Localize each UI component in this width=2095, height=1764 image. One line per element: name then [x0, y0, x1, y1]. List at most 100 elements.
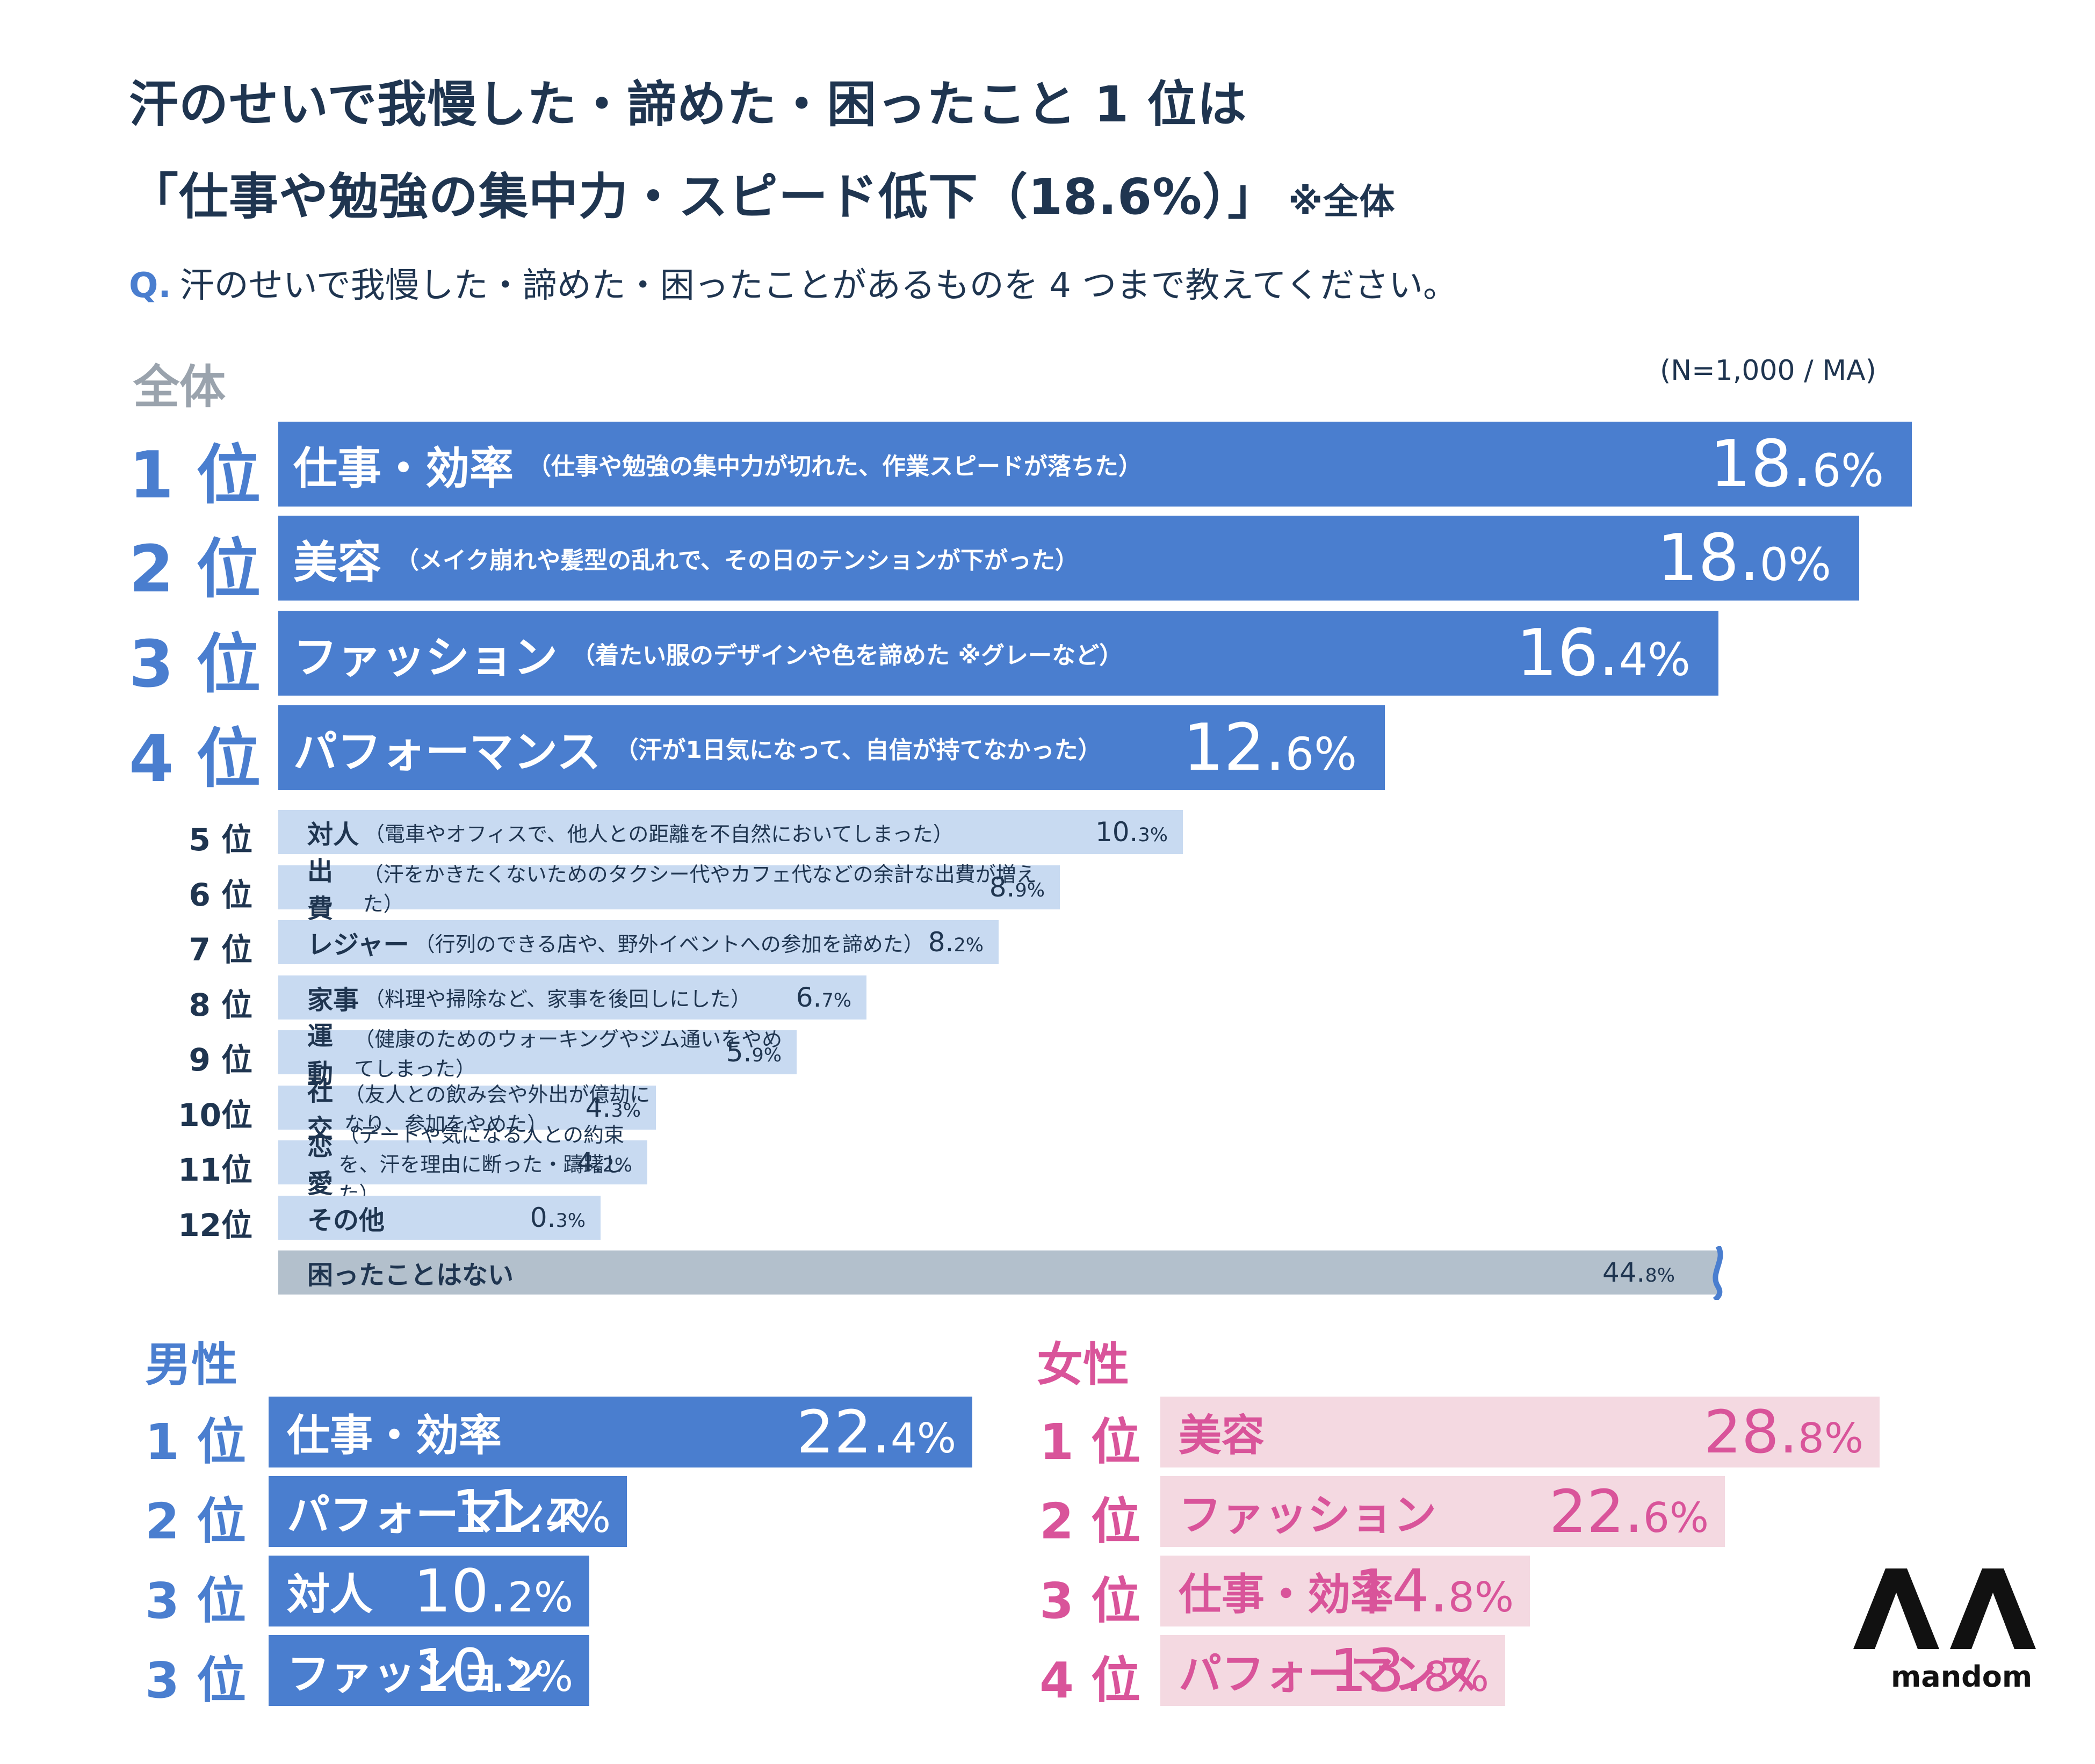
- bar: 対人 10.2%: [269, 1556, 589, 1626]
- bar-value-dec: 2%: [953, 935, 984, 956]
- bar-value: 44.8%: [1602, 1257, 1675, 1288]
- bar-label: 対人: [287, 1570, 373, 1620]
- bar-label: 美容: [293, 537, 382, 588]
- bar-value-int: 12.: [1182, 710, 1285, 785]
- bar-detail: （仕事や勉強の集中力が切れた、作業スピードが落ちた）: [528, 453, 1143, 480]
- bar-value: 14.8%: [1354, 1557, 1514, 1625]
- bar-value-dec: 6%: [1285, 727, 1357, 780]
- bar-value-dec: 8%: [1797, 1415, 1863, 1463]
- bar: レジャー （行列のできる店や、野外イベントへの参加を諦めた） 8.2%: [278, 920, 999, 964]
- bar-value: 10.3%: [1095, 816, 1168, 848]
- bar-label: 家事: [307, 985, 359, 1015]
- bar-label: 仕事・効率: [1179, 1570, 1393, 1620]
- bar-detail: （汗が1日気になって、自信が持てなかった）: [615, 736, 1102, 764]
- bar: その他 0.3%: [278, 1195, 601, 1240]
- rank-label: 12位: [178, 1206, 252, 1244]
- rank-label: 2 位: [1039, 1493, 1141, 1550]
- rank-label: 2 位: [129, 532, 261, 607]
- bar-value-dec: 3%: [1138, 825, 1168, 846]
- rank-label: 4 位: [1039, 1652, 1141, 1709]
- bar-value-dec: 4%: [1619, 633, 1691, 686]
- bar-value: 4.3%: [586, 1092, 641, 1123]
- bar-value-dec: 2%: [602, 1155, 632, 1176]
- bar: 恋愛 （デートや気になる人との約束を、汗を理由に断った・躊躇した） 4.2%: [278, 1123, 647, 1206]
- rank-label: 5 位: [189, 821, 252, 858]
- bar-value-int: 14.: [1354, 1557, 1448, 1625]
- bar-value-int: 22.: [1549, 1477, 1643, 1546]
- bar: 美容 28.8%: [1160, 1397, 1880, 1467]
- bar-value-int: 10.: [413, 1636, 508, 1705]
- bar-value-int: 18.: [1709, 426, 1812, 502]
- bar-value-dec: 8%: [1645, 1265, 1675, 1286]
- bar: 家事 （料理や掃除など、家事を後回しにした） 6.7%: [278, 975, 866, 1020]
- bar-label: ファッション: [287, 1649, 545, 1699]
- rank-label: 4 位: [129, 722, 261, 797]
- rank-label: 3 位: [145, 1652, 247, 1709]
- page-title-note: ※全体: [1288, 181, 1396, 222]
- bar-detail: （着たい服のデザインや色を諦めた ※グレーなど）: [572, 642, 1123, 669]
- bar: 対人 （電車やオフィスで、他人との距離を不自然においてしまった） 10.3%: [278, 810, 1183, 854]
- bar-value-int: 4.: [576, 1147, 603, 1178]
- rank-label: 9 位: [189, 1042, 252, 1078]
- bar-value-int: 13.: [1329, 1636, 1424, 1705]
- bar-value-dec: 3%: [555, 1210, 586, 1232]
- bar-value: 8.9%: [989, 872, 1045, 903]
- bar-detail: （メイク崩れや髪型の乱れで、その日のテンションが下がった）: [395, 547, 1079, 574]
- bar: 仕事・効率 22.4%: [269, 1397, 972, 1467]
- bar: ファッション （着たい服のデザインや色を諦めた ※グレーなど） 16.4%: [278, 611, 1718, 696]
- bar-value-dec: 9%: [752, 1045, 782, 1066]
- bar-value-dec: 0%: [1759, 538, 1831, 591]
- bar-label: 困ったことはない: [307, 1260, 514, 1290]
- rank-label: 10位: [178, 1096, 252, 1133]
- page-title-line1: 汗のせいで我慢した・諦めた・困ったこと 1 位は: [129, 76, 1247, 133]
- bar: 仕事・効率 14.8%: [1160, 1556, 1530, 1626]
- question: Q. 汗のせいで我慢した・諦めた・困ったことがあるものを 4 つまで教えてください…: [129, 258, 1457, 307]
- bar-value-int: 4.: [585, 1091, 611, 1123]
- bar-value-int: 0.: [530, 1202, 556, 1233]
- bar: ファッション 22.6%: [1160, 1476, 1725, 1547]
- bar-detail: （電車やオフィスで、他人との距離を不自然においてしまった）: [364, 822, 953, 846]
- rank-label: 3 位: [129, 627, 261, 702]
- bar-value-dec: 3%: [611, 1100, 641, 1122]
- bar-label: 仕事・効率: [293, 443, 514, 494]
- bar: 仕事・効率 （仕事や勉強の集中力が切れた、作業スピードが落ちた） 18.6%: [278, 422, 1912, 507]
- bar: 美容 （メイク崩れや髪型の乱れで、その日のテンションが下がった） 18.0%: [278, 516, 1859, 601]
- bar-value-int: 10.: [413, 1557, 508, 1625]
- bar-value-int: 8.: [989, 871, 1015, 903]
- bar-value-int: 11.: [451, 1477, 545, 1546]
- bar-label: 対人: [307, 820, 359, 850]
- bar-detail: （汗をかきたくないためのタクシー代やカフェ代などの余計な出費が増えた）: [363, 862, 1037, 916]
- sample-note: (N=1,000 / MA): [1660, 355, 1876, 387]
- bar-value-dec: 8%: [1423, 1653, 1489, 1701]
- rank-label: 1 位: [1039, 1413, 1141, 1471]
- female-section-label: 女性: [1037, 1338, 1129, 1392]
- bar-value-int: 22.: [796, 1398, 891, 1466]
- bar-value: 10.2%: [414, 1636, 573, 1705]
- bar-detail: （友人との飲み会や外出が億劫になり、参加をやめた）: [344, 1082, 651, 1136]
- bar-value: 12.6%: [1183, 711, 1357, 785]
- overall-section-label: 全体: [133, 360, 226, 414]
- bar-value: 6.7%: [796, 982, 851, 1013]
- bar-value: 28.8%: [1704, 1398, 1863, 1466]
- bar: 困ったことはない 44.8%: [278, 1250, 1718, 1295]
- bar-value-int: 8.: [928, 927, 954, 958]
- question-text: 汗のせいで我慢した・諦めた・困ったことがあるものを 4 つまで教えてください。: [179, 266, 1458, 306]
- rank-label: 1 位: [145, 1413, 247, 1471]
- mandom-logo-icon: [1853, 1568, 2036, 1649]
- bar-value-dec: 4%: [890, 1415, 956, 1463]
- bar-value-int: 5.: [726, 1037, 752, 1068]
- rank-label: 11位: [178, 1152, 252, 1188]
- bar-value: 18.6%: [1710, 427, 1884, 502]
- page-title-line2: 「仕事や勉強の集中力・スピード低下（18.6%）」 ※全体: [129, 157, 1395, 228]
- page-title-line2-text: 「仕事や勉強の集中力・スピード低下（18.6%）」: [129, 168, 1278, 226]
- bar: ファッション 10.2%: [269, 1635, 589, 1706]
- rank-label: 7 位: [189, 931, 252, 968]
- bar-value-int: 6.: [796, 981, 822, 1013]
- bar-label: 恋愛: [307, 1131, 334, 1199]
- bar-value: 18.0%: [1657, 521, 1831, 596]
- bar-value-dec: 4%: [545, 1494, 611, 1542]
- bar: 出費 （汗をかきたくないためのタクシー代やカフェ代などの余計な出費が増えた） 8.9…: [278, 856, 1060, 924]
- bar-value: 10.2%: [414, 1557, 573, 1625]
- bar: 運動 （健康のためのウォーキングやジム通いをやめてしまった） 5.9%: [278, 1021, 797, 1089]
- bar: パフォーマンス 11.4%: [269, 1476, 627, 1547]
